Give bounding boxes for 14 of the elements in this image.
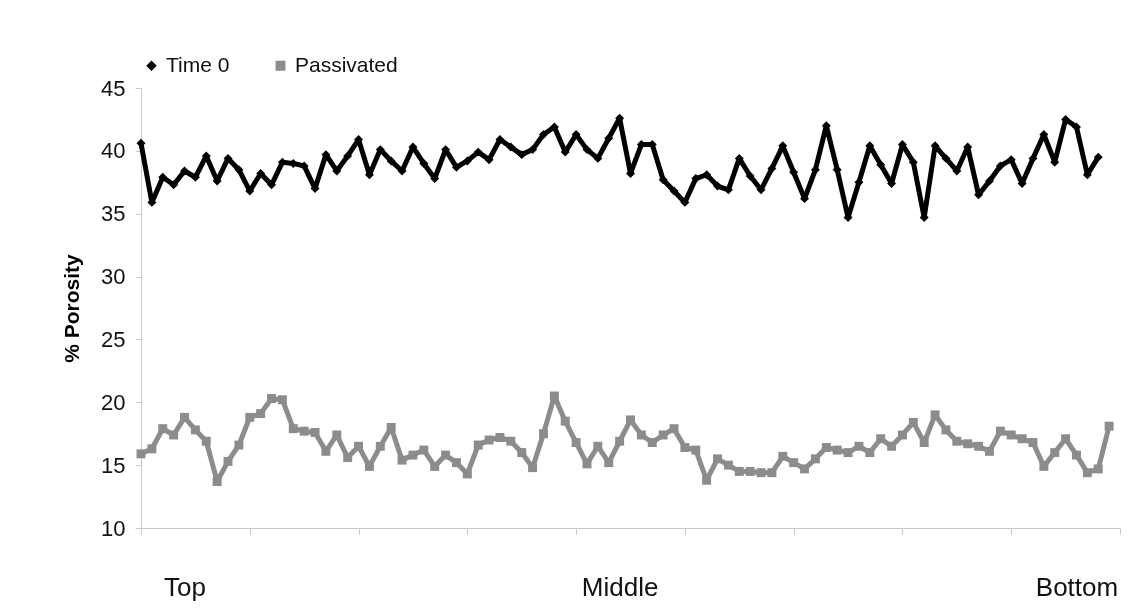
y-axis-title: % Porosity [60, 253, 84, 363]
y-tick-label: 15 [101, 452, 126, 478]
y-tick-label: 25 [101, 326, 126, 352]
x-tick-label: Bottom [1035, 571, 1119, 602]
x-tick-label: Middle [581, 571, 659, 602]
y-tick-label: 40 [101, 138, 126, 164]
x-tick-label: Top [164, 571, 206, 602]
legend-label: Time 0 [166, 52, 230, 76]
y-tick-label: 35 [101, 201, 126, 227]
y-tick-label: 20 [101, 389, 126, 415]
y-tick-label: 30 [101, 264, 126, 290]
y-tick-label: 10 [101, 515, 126, 541]
y-tick-label: 45 [101, 75, 126, 101]
legend-label: Passivated [295, 52, 398, 76]
